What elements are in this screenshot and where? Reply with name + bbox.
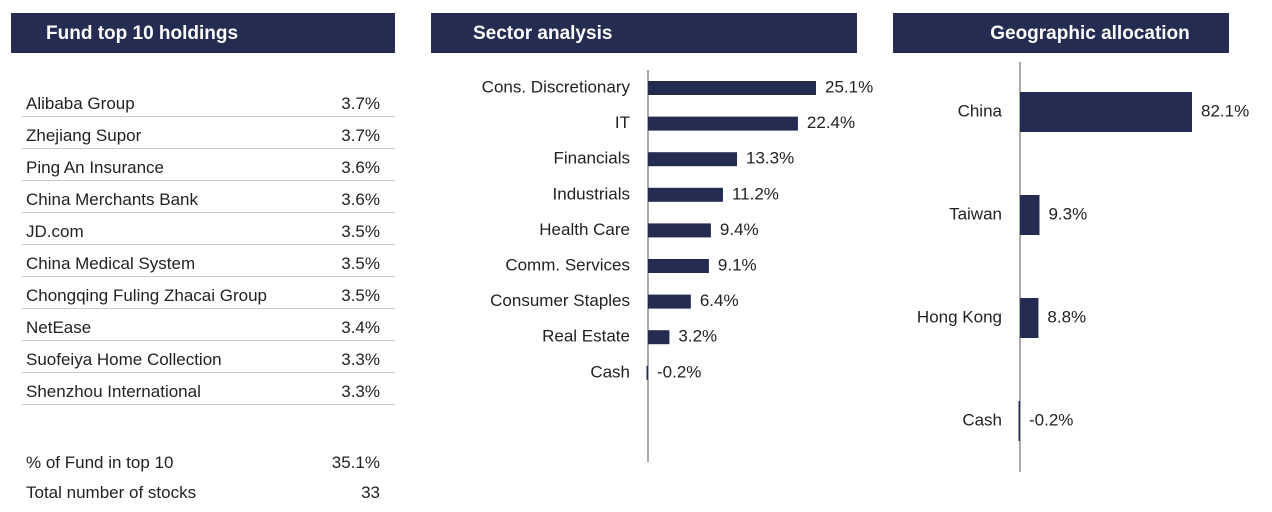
category-label: Hong Kong (917, 307, 1002, 326)
bar (648, 294, 691, 309)
table-title: Fund top 10 holdings (46, 23, 238, 44)
category-label: Cash (590, 362, 630, 381)
bar (648, 116, 798, 131)
summary-value: 35.1% (331, 453, 380, 472)
value-label: -0.2% (657, 362, 701, 381)
holding-name: China Merchants Bank (26, 190, 198, 209)
summary-row: % of Fund in top 10 35.1% (22, 452, 395, 482)
category-label: Industrials (553, 184, 630, 203)
bar (648, 223, 711, 238)
value-label: 82.1% (1201, 101, 1249, 120)
table-row: NetEase 3.4% (22, 309, 395, 341)
holding-weight: 3.6% (341, 190, 380, 209)
category-label: IT (615, 113, 630, 132)
header-bar (893, 13, 1229, 53)
value-label: 9.4% (720, 220, 759, 239)
header-bar (11, 13, 395, 53)
category-label: Financials (553, 149, 630, 168)
header-bar (431, 13, 857, 53)
category-label: Real Estate (542, 327, 630, 346)
chart-title: Geographic allocation (990, 23, 1190, 44)
bar (1020, 92, 1192, 132)
value-label: 11.2% (732, 184, 779, 203)
holding-name: Zhejiang Supor (26, 126, 142, 145)
value-label: -0.2% (1029, 410, 1073, 429)
value-label: 3.2% (678, 327, 717, 346)
bar (1018, 401, 1020, 441)
holding-name: NetEase (26, 318, 92, 337)
holding-name: JD.com (26, 222, 84, 241)
holding-weight: 3.7% (341, 94, 380, 113)
holding-weight: 3.6% (341, 158, 380, 177)
chart-title: Sector analysis (473, 23, 612, 44)
bar (648, 259, 709, 273)
holding-name: Shenzhou International (26, 382, 201, 401)
holding-weight: 3.4% (341, 318, 380, 337)
category-label: Cash (962, 410, 1002, 429)
summary-label: % of Fund in top 10 (26, 453, 174, 472)
value-label: 9.3% (1048, 204, 1087, 223)
value-label: 22.4% (807, 113, 855, 132)
value-label: 9.1% (718, 255, 757, 274)
value-label: 6.4% (700, 291, 739, 310)
table-row: China Merchants Bank 3.6% (22, 181, 395, 213)
category-label: Taiwan (949, 204, 1002, 223)
category-label: Consumer Staples (490, 291, 630, 310)
holding-name: China Medical System (26, 254, 196, 273)
holding-weight: 3.5% (341, 254, 380, 273)
holding-name: Alibaba Group (26, 94, 135, 113)
bar (648, 81, 816, 95)
summary-label: Total number of stocks (26, 483, 197, 502)
value-label: 13.3% (746, 149, 794, 168)
table-row: China Medical System 3.5% (22, 245, 395, 277)
holding-name: Chongqing Fuling Zhacai Group (26, 286, 267, 305)
category-label: Comm. Services (505, 255, 630, 274)
value-label: 25.1% (825, 77, 873, 96)
holding-name: Ping An Insurance (26, 158, 164, 177)
bar (648, 187, 723, 202)
table-row: Shenzhou International 3.3% (22, 373, 395, 405)
summary-table: % of Fund in top 10 35.1% Total number of … (22, 452, 395, 512)
bar (1020, 195, 1040, 235)
holding-weight: 3.5% (341, 222, 380, 241)
table-row: Chongqing Fuling Zhacai Group 3.5% (22, 277, 395, 309)
table-row: Ping An Insurance 3.6% (22, 149, 395, 181)
table-row: JD.com 3.5% (22, 213, 395, 245)
table-row: Suofeiya Home Collection 3.3% (22, 341, 395, 373)
table-row: Zhejiang Supor 3.7% (22, 117, 395, 149)
bar (648, 330, 670, 345)
table-row: Alibaba Group 3.7% (22, 85, 395, 117)
summary-value: 33 (361, 483, 380, 502)
holding-name: Suofeiya Home Collection (26, 350, 222, 369)
category-label: Cons. Discretionary (482, 77, 631, 96)
holding-weight: 3.3% (341, 382, 380, 401)
holding-weight: 3.3% (341, 350, 380, 369)
holding-weight: 3.5% (341, 286, 380, 305)
holding-weight: 3.7% (341, 126, 380, 145)
bar (648, 152, 738, 167)
holdings-table: Alibaba Group 3.7% Zhejiang Supor 3.7% Ping … (22, 85, 395, 405)
category-label: China (958, 101, 1003, 120)
bar (646, 365, 648, 380)
value-label: 8.8% (1047, 307, 1086, 326)
summary-row: Total number of stocks 33 (22, 482, 395, 512)
bar (1020, 298, 1039, 338)
category-label: Health Care (539, 220, 630, 239)
